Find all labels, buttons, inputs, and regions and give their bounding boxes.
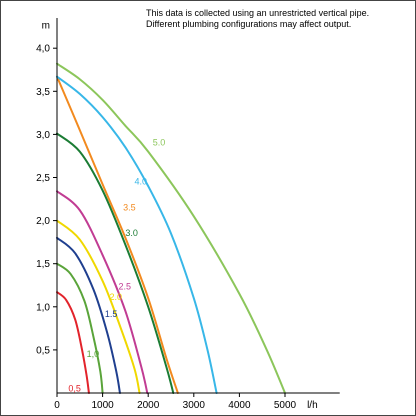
curve-label-0-5: 0,5	[68, 383, 81, 393]
y-axis-label: m	[42, 20, 50, 31]
x-axis-label: l/h	[307, 400, 318, 411]
chart-note: This data is collected using an unrestri…	[146, 8, 396, 30]
curve-3-0	[56, 132, 175, 394]
curve-3-5	[56, 75, 179, 394]
curve-label-1-0: 1,0	[87, 349, 100, 359]
curve-label-2-5: 2.5	[119, 282, 132, 292]
x-tick-label: 2000	[137, 400, 160, 411]
curves-layer	[56, 62, 286, 394]
note-line-1: This data is collected using an unrestri…	[146, 8, 370, 18]
x-tick-label: 3000	[183, 400, 206, 411]
y-tick-label: 2,5	[36, 173, 50, 184]
curve-0-5	[56, 291, 90, 394]
x-tick-label: 1000	[91, 400, 114, 411]
x-tick-label: 4000	[228, 400, 251, 411]
curve-label-1-5: 1.5	[105, 309, 118, 319]
axes-layer: 0 1000 2000 3000 4000 5000 0,5 1,0 1,5 2,0 2,5 3,0 3…	[36, 18, 340, 411]
y-tick-label: 4,0	[36, 44, 50, 55]
y-tick-label: 3,0	[36, 130, 50, 141]
x-tick-label: 0	[54, 400, 60, 411]
curve-2-5	[56, 190, 149, 394]
curve-1-5	[56, 236, 121, 394]
curve-label-2-0: 2.0	[109, 292, 122, 302]
curve-5-0	[56, 62, 286, 394]
curve-2-0	[56, 219, 141, 394]
curve-4-0	[56, 75, 218, 394]
labels-layer: 0,5 1,0 1.5 2.02.5 3.0 3.5 4.0 5.0	[68, 138, 165, 394]
curve-1-0	[56, 262, 104, 394]
y-tick-label: 3,5	[36, 87, 50, 98]
curve-label-3-5: 3.5	[123, 202, 136, 212]
note-line-2: Different plumbing configurations may af…	[146, 19, 352, 29]
y-tick-label: 2,0	[36, 216, 50, 227]
curve-label-3-0: 3.0	[125, 228, 138, 238]
curve-label-4-0: 4.0	[135, 176, 148, 186]
curve-label-5-0: 5.0	[153, 138, 166, 148]
y-tick-label: 1,5	[36, 259, 50, 270]
y-tick-label: 0,5	[36, 345, 50, 356]
y-tick-label: 1,0	[36, 302, 50, 313]
x-tick-label: 5000	[274, 400, 297, 411]
